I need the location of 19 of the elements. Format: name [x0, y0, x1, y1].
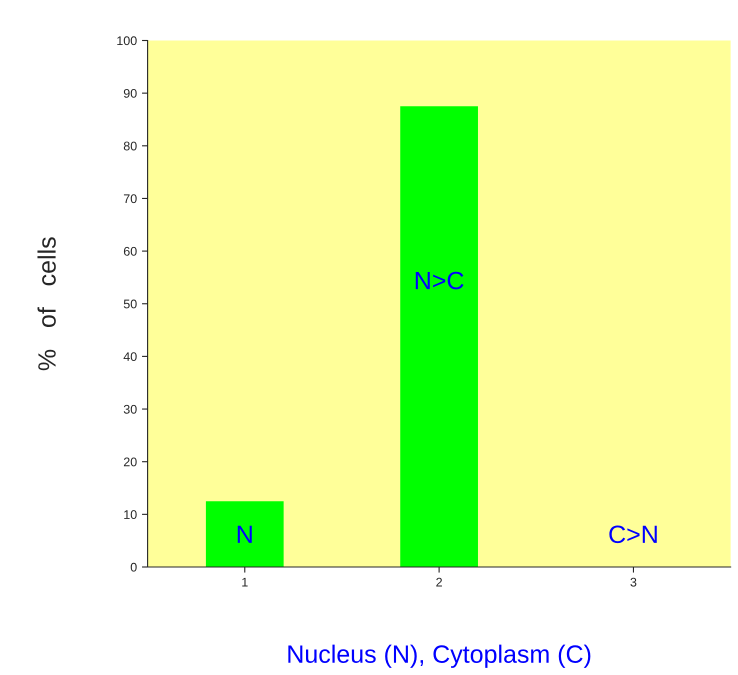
- x-tick-label: 2: [436, 578, 442, 586]
- y-tick-label: 40: [124, 352, 137, 362]
- x-tick-label: 3: [630, 578, 636, 587]
- y-tick-label: 30: [124, 404, 137, 414]
- y-tick-label: 80: [124, 142, 137, 150]
- y-tick-label: 70: [124, 194, 137, 204]
- annotation: N>C: [416, 272, 464, 290]
- x-axis-title: Nucleus (N), Cytoplasm (C): [288, 644, 590, 668]
- y-tick-label: 60: [124, 246, 137, 256]
- annotation: C>N: [609, 525, 657, 544]
- y-tick-label: 20: [124, 458, 137, 466]
- y-tick-label: 0: [130, 562, 137, 572]
- y-tick-label: 50: [124, 300, 137, 308]
- annotation: N: [238, 526, 252, 543]
- y-tick-label: 100: [117, 36, 137, 46]
- x-tick-label: 1: [242, 578, 248, 586]
- y-axis-title: % of cells: [37, 237, 56, 370]
- y-tick-label: 90: [124, 88, 137, 98]
- y-tick-label: 10: [124, 510, 137, 519]
